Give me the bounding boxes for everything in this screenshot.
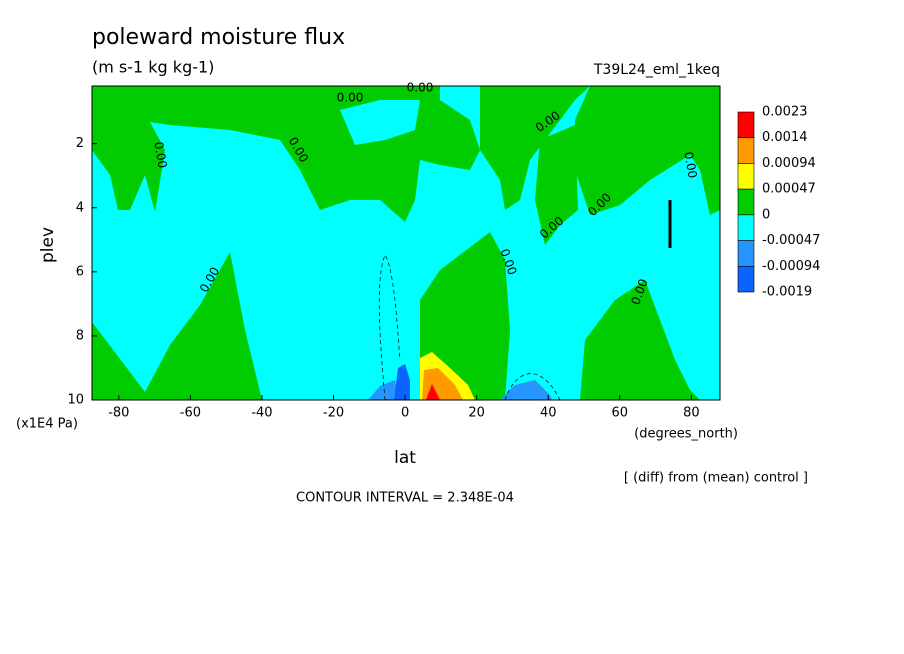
x-tick-label: 0	[401, 406, 409, 421]
colorbar-box	[737, 163, 755, 190]
contour-region	[340, 100, 420, 145]
contour-line	[504, 373, 561, 401]
x-tick-label: 20	[468, 406, 485, 421]
contour-region	[500, 380, 552, 400]
contour-region	[575, 86, 720, 215]
colorbar-label: 0.00094	[762, 156, 816, 171]
x-unit: (degrees_north)	[634, 427, 738, 442]
x-tick-label: 40	[540, 406, 557, 421]
y-tick-label: 2	[76, 136, 84, 151]
contour-label: 0.00	[681, 151, 699, 180]
contour-region	[426, 384, 440, 400]
contour-label: 0.00	[151, 141, 169, 170]
contour-label: 0.00	[407, 81, 434, 95]
colorbar-box	[737, 188, 755, 216]
colorbar-label: 0.00047	[762, 182, 816, 197]
colorbar-label: 0	[762, 207, 770, 222]
colorbar-box	[737, 240, 755, 267]
y-tick-label: 4	[76, 200, 84, 215]
y-unit: (x1E4 Pa)	[16, 417, 78, 432]
contour-region	[368, 380, 398, 400]
x-tick-label: 60	[612, 406, 629, 421]
contour-region	[394, 364, 410, 400]
x-tick-label: 80	[683, 406, 700, 421]
colorbar-label: 0.0023	[762, 105, 808, 120]
y-tick-label: 8	[76, 328, 84, 343]
x-tick-label: -40	[251, 406, 272, 421]
colorbar-label: 0.0014	[762, 130, 808, 145]
y-tick-label: 6	[76, 264, 84, 279]
chart-subtitle: (m s-1 kg kg-1)	[92, 58, 214, 77]
y-tick-label: 10	[67, 393, 84, 408]
run-label: T39L24_eml_1keq	[593, 62, 720, 78]
footnote: [ (diff) from (mean) control ]	[624, 471, 808, 486]
contour-region	[92, 252, 262, 400]
colorbar-label: -0.0019	[762, 285, 812, 300]
colorbar-label: -0.00094	[762, 259, 820, 274]
contour-interval: CONTOUR INTERVAL = 2.348E-04	[296, 491, 514, 506]
colorbar-box	[737, 214, 755, 241]
colorbar-box	[737, 137, 755, 164]
plot-frame	[91, 85, 721, 401]
contour-line	[378, 254, 401, 401]
y-axis-label: plev	[38, 227, 58, 263]
colorbar-box	[737, 265, 755, 293]
plot-area	[92, 86, 720, 401]
x-tick-label: -80	[108, 406, 129, 421]
contour-region	[535, 125, 578, 245]
x-axis-label: lat	[394, 448, 416, 468]
chart-title: poleward moisture flux	[92, 25, 345, 50]
contour-region	[580, 280, 700, 400]
x-tick-label: -60	[180, 406, 201, 421]
x-tick-label: -20	[323, 406, 344, 421]
contour-label: 0.00	[337, 91, 364, 105]
colorbar-label: -0.00047	[762, 233, 820, 248]
contour-region	[420, 232, 510, 400]
colorbar-box	[737, 111, 755, 139]
contour-region	[480, 86, 590, 210]
